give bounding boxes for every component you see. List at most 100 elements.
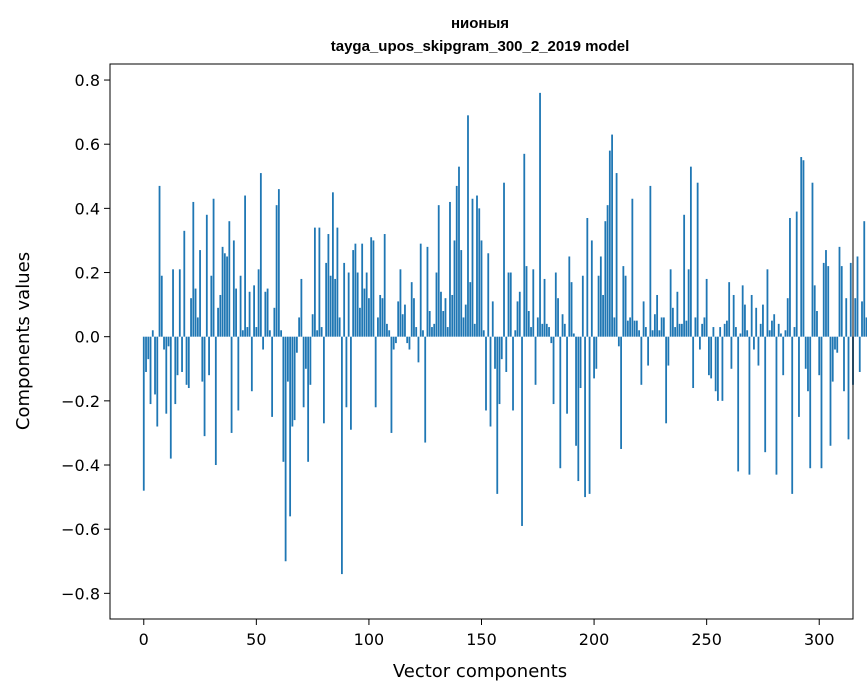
bar-1 [145,336,147,372]
bar-287 [789,217,791,337]
bar-30 [210,275,213,337]
bar-152 [485,336,487,411]
bar-122 [417,336,420,363]
bar-128 [431,327,433,337]
bar-161 [505,336,508,372]
bar-293 [802,160,805,337]
bar-47 [248,291,251,337]
bar-64 [286,336,289,382]
bar-105 [379,294,382,337]
bar-219 [635,320,638,337]
bar-292 [800,157,803,337]
bar-310 [840,266,843,337]
bar-82 [327,234,330,337]
y-tick-label: −0.2 [61,392,100,411]
bar-162 [507,272,510,337]
bar-200 [593,336,595,379]
bar-225 [649,185,652,337]
bar-313 [847,336,850,440]
bar-155 [491,301,494,337]
bar-52 [259,173,262,337]
y-tick-label: 0.6 [75,135,100,154]
bar-289 [793,327,796,337]
bar-45 [244,195,246,337]
bar-197 [586,217,589,337]
bar-153 [487,253,490,337]
x-tick-label: 200 [579,630,610,649]
bar-38 [228,221,231,337]
bar-260 [728,282,731,337]
bar-265 [739,333,742,337]
bar-85 [334,278,337,337]
bar-217 [631,198,634,337]
bar-160 [503,182,505,337]
bar-247 [698,336,701,350]
plot-frame [109,63,854,620]
bar-304 [827,266,830,337]
bar-4 [151,330,154,337]
bar-182 [552,336,555,405]
bar-67 [293,336,296,421]
bar-70 [300,278,303,337]
bar-275 [762,304,764,337]
bar-21 [190,298,192,337]
bar-255 [717,336,719,401]
x-tick-label: 150 [466,630,497,649]
bar-215 [626,320,629,337]
bar-170 [525,266,528,337]
bar-168 [521,336,523,526]
bar-222 [642,301,645,337]
bar-114 [399,269,402,337]
bar-235 [671,307,674,337]
bar-174 [534,336,537,385]
bar-238 [678,323,681,337]
bar-268 [746,330,749,337]
bar-316 [854,298,857,337]
bar-318 [858,336,861,372]
bar-42 [237,336,240,411]
bar-132 [440,291,442,337]
bar-80 [322,336,325,424]
bar-288 [791,336,794,494]
bar-277 [766,269,769,337]
bar-157 [496,336,499,494]
bar-233 [667,336,670,366]
bar-272 [755,307,758,337]
bar-102 [372,240,375,337]
bar-115 [401,314,404,337]
bar-101 [370,237,373,337]
bar-22 [192,201,195,337]
bar-147 [473,323,476,337]
bar-209 [613,317,616,337]
bar-319 [861,301,863,337]
bar-26 [201,336,204,382]
x-tick-label: 300 [804,630,835,649]
bar-192 [575,336,577,446]
bar-92 [350,336,352,430]
y-tick-label: −0.6 [61,520,100,539]
bar-111 [392,336,395,350]
bar-39 [230,336,233,433]
bar-33 [217,307,219,337]
bar-17 [181,336,183,372]
bar-314 [849,262,852,337]
bar-66 [291,336,294,427]
bar-59 [275,205,278,337]
bar-150 [480,240,483,337]
y-tick-label: 0.4 [75,199,100,218]
bar-36 [223,253,226,337]
bar-16 [178,269,181,337]
bar-76 [313,227,316,337]
bar-12 [169,336,172,459]
bar-72 [304,336,307,369]
bar-249 [703,317,706,337]
bar-50 [255,327,258,337]
bar-75 [311,314,314,337]
bar-196 [584,336,586,498]
y-tick-label: 0.8 [75,71,100,90]
bar-127 [428,311,431,337]
bar-6 [156,336,159,427]
bar-68 [295,336,298,353]
bar-149 [478,208,481,337]
y-tick-label: 0.0 [75,328,100,347]
